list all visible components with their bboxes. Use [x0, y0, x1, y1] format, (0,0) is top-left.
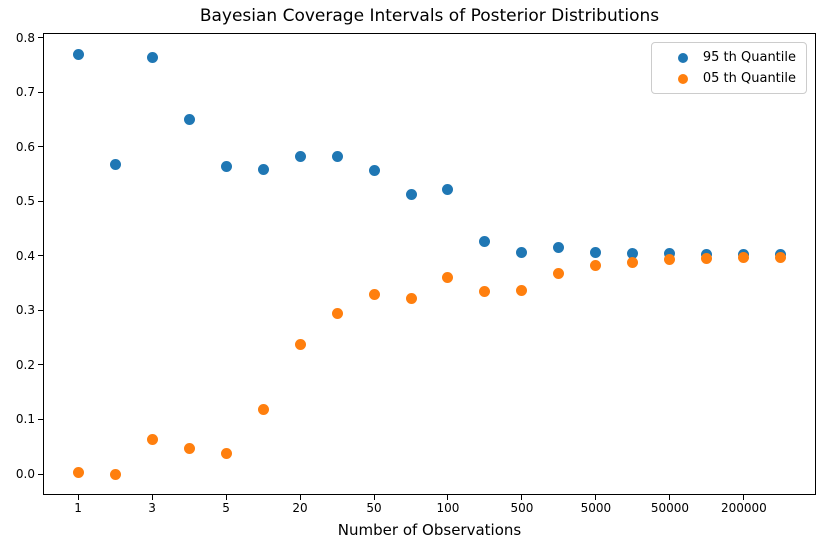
x-tick-mark [77, 495, 79, 500]
x-tick-mark [151, 495, 153, 500]
scatter-point [220, 447, 232, 459]
scatter-point [664, 253, 676, 265]
y-tick-mark [38, 418, 43, 420]
legend-marker-icon [677, 73, 688, 84]
scatter-point [590, 247, 602, 259]
scatter-point [479, 236, 491, 248]
y-tick-mark [38, 37, 43, 39]
y-tick-mark [38, 255, 43, 257]
x-tick-mark [595, 495, 597, 500]
x-tick-mark [447, 495, 449, 500]
y-tick-mark [38, 146, 43, 148]
scatter-point [220, 161, 232, 173]
scatter-point [442, 184, 454, 196]
y-tick-label: 0.2 [15, 357, 35, 372]
y-tick-mark [38, 364, 43, 366]
scatter-point [442, 272, 454, 284]
legend-marker-icon [677, 52, 688, 63]
scatter-point [257, 164, 269, 176]
scatter-point [553, 241, 565, 253]
scatter-point [516, 246, 528, 258]
scatter-point [72, 48, 84, 60]
x-tick-mark [743, 495, 745, 500]
scatter-point [146, 434, 158, 446]
scatter-point [294, 339, 306, 351]
legend-label: 95 th Quantile [702, 50, 796, 65]
y-tick-mark [38, 473, 43, 475]
x-tick-label: 3 [148, 501, 156, 515]
scatter-point [368, 165, 380, 177]
y-tick-label: 0.1 [15, 412, 35, 427]
scatter-point [257, 404, 269, 416]
x-tick-label: 200000 [720, 501, 767, 515]
y-tick-label: 0.8 [15, 30, 35, 45]
scatter-point [479, 285, 491, 297]
x-tick-mark [299, 495, 301, 500]
x-tick-label: 50 [366, 501, 382, 515]
x-tick-mark [225, 495, 227, 500]
scatter-point [405, 293, 417, 305]
legend: 95 th Quantile 05 th Quantile [650, 42, 807, 94]
legend-entry: 95 th Quantile [652, 47, 796, 68]
scatter-point [405, 189, 417, 201]
y-tick-label: 0.0 [15, 467, 35, 481]
scatter-point [72, 466, 84, 478]
plot-area: 95 th Quantile 05 th Quantile [43, 33, 816, 495]
legend-entry: 05 th Quantile [652, 68, 796, 89]
y-tick-label: 0.3 [15, 303, 35, 318]
x-tick-mark [521, 495, 523, 500]
scatter-point [701, 253, 713, 265]
scatter-point [331, 151, 343, 163]
y-tick-label: 0.4 [15, 248, 35, 263]
scatter-point [516, 284, 528, 296]
x-tick-label: 20 [292, 501, 308, 515]
x-axis-label: Number of Observations [337, 521, 522, 539]
chart-title: Bayesian Coverage Intervals of Posterior… [199, 6, 660, 26]
scatter-point [331, 307, 343, 319]
scatter-point [368, 288, 380, 300]
y-tick-mark [38, 200, 43, 202]
scatter-point [109, 158, 121, 170]
scatter-point [553, 268, 565, 280]
scatter-point [146, 51, 158, 63]
x-tick-label: 100 [436, 501, 460, 515]
y-tick-label: 0.5 [15, 194, 35, 209]
scatter-point [775, 251, 787, 263]
scatter-point [627, 248, 639, 260]
scatter-point [738, 251, 750, 263]
x-tick-mark [669, 495, 671, 500]
scatter-point [183, 442, 195, 454]
y-tick-mark [38, 91, 43, 93]
x-tick-label: 500 [510, 501, 534, 515]
y-tick-label: 0.7 [15, 85, 35, 100]
y-tick-mark [38, 309, 43, 311]
x-tick-label: 5 [222, 501, 230, 515]
legend-label: 05 th Quantile [702, 71, 796, 86]
y-tick-label: 0.6 [15, 139, 35, 154]
scatter-point [627, 256, 639, 268]
scatter-point [183, 113, 195, 125]
x-tick-label: 5000 [580, 501, 612, 515]
x-tick-mark [373, 495, 375, 500]
scatter-point [590, 259, 602, 271]
scatter-point [109, 468, 121, 480]
x-tick-label: 50000 [650, 501, 689, 515]
scatter-point [294, 151, 306, 163]
x-tick-label: 1 [74, 501, 82, 515]
